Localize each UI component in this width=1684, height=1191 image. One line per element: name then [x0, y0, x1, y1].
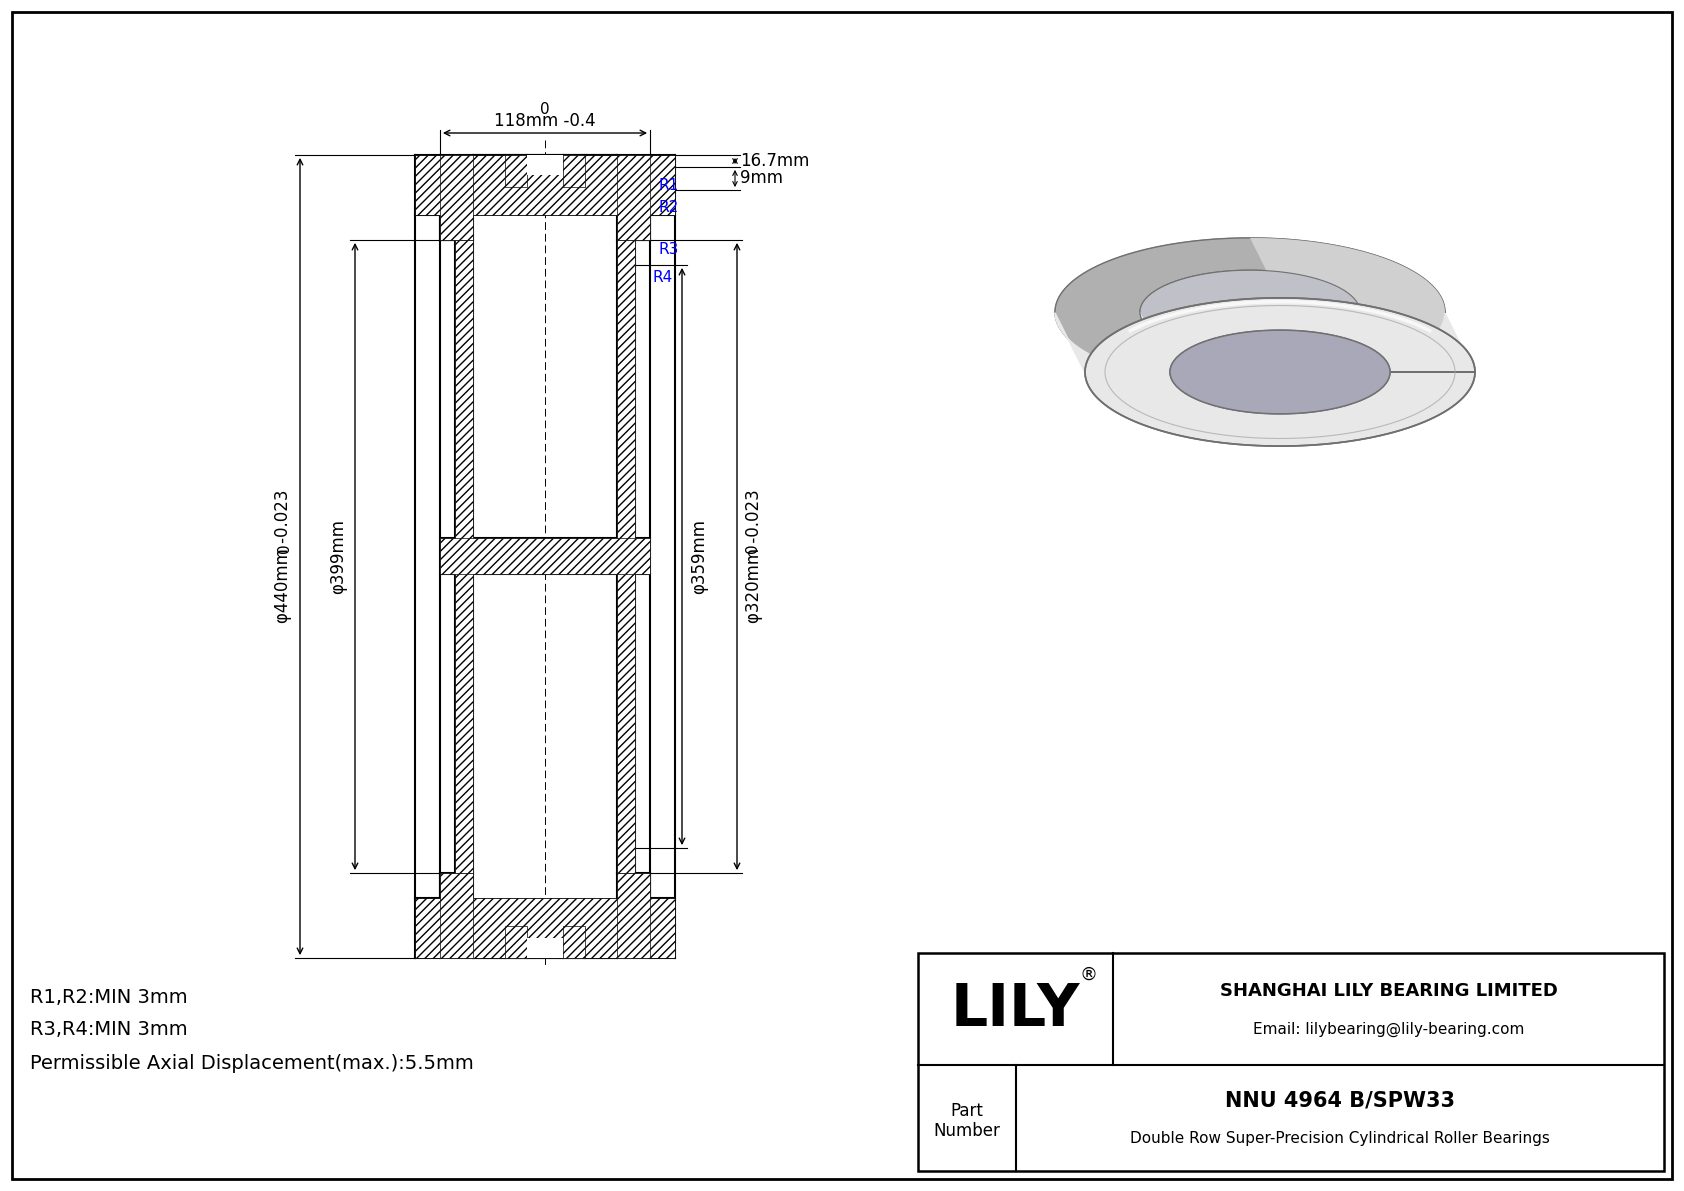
Polygon shape [1140, 270, 1389, 372]
Bar [414, 155, 675, 216]
Text: Permissible Axial Displacement(max.):5.5mm: Permissible Axial Displacement(max.):5.5… [30, 1054, 473, 1073]
Text: LILY: LILY [950, 980, 1079, 1037]
Bar [527, 155, 562, 175]
PathPatch shape [1084, 298, 1475, 447]
Text: SHANGHAI LILY BEARING LIMITED: SHANGHAI LILY BEARING LIMITED [1219, 983, 1558, 1000]
Bar [505, 925, 527, 958]
Text: 0: 0 [744, 543, 759, 554]
Text: R4: R4 [653, 270, 674, 286]
Text: R1,R2:MIN 3mm: R1,R2:MIN 3mm [30, 989, 187, 1008]
Bar [455, 241, 473, 873]
Bar [562, 925, 584, 958]
Text: φ440mm -0.023: φ440mm -0.023 [274, 490, 291, 623]
Text: 0: 0 [276, 543, 291, 554]
Bar [616, 241, 635, 873]
Text: φ399mm: φ399mm [328, 519, 347, 594]
Text: 0: 0 [541, 102, 549, 117]
Text: φ359mm: φ359mm [690, 519, 707, 594]
Bar [527, 939, 562, 958]
Text: R1: R1 [658, 177, 679, 193]
Text: ®: ® [1079, 966, 1096, 984]
Text: 118mm -0.4: 118mm -0.4 [493, 112, 596, 130]
Bar [918, 953, 1664, 1171]
Bar [616, 873, 650, 958]
Text: R2: R2 [658, 200, 679, 214]
Bar [616, 155, 650, 241]
PathPatch shape [1054, 238, 1445, 386]
Bar [562, 155, 584, 187]
Text: Email: lilybearing@lily-bearing.com: Email: lilybearing@lily-bearing.com [1253, 1022, 1524, 1036]
Text: Double Row Super-Precision Cylindrical Roller Bearings: Double Row Super-Precision Cylindrical R… [1130, 1131, 1549, 1147]
Bar [440, 155, 473, 241]
Polygon shape [1054, 313, 1180, 436]
Polygon shape [1250, 238, 1475, 447]
Text: Part
Number: Part Number [933, 1102, 1000, 1141]
Bar [505, 155, 527, 187]
Text: 9mm: 9mm [739, 169, 783, 187]
Ellipse shape [1170, 330, 1389, 413]
Bar [440, 873, 473, 958]
Text: R3,R4:MIN 3mm: R3,R4:MIN 3mm [30, 1019, 187, 1039]
Bar [440, 538, 650, 574]
Bar [414, 898, 675, 958]
Text: φ320mm -0.023: φ320mm -0.023 [744, 490, 763, 623]
Text: R3: R3 [658, 243, 679, 257]
Text: 16.7mm: 16.7mm [739, 152, 810, 170]
Polygon shape [1250, 313, 1475, 447]
Text: NNU 4964 B/SPW33: NNU 4964 B/SPW33 [1224, 1091, 1455, 1111]
